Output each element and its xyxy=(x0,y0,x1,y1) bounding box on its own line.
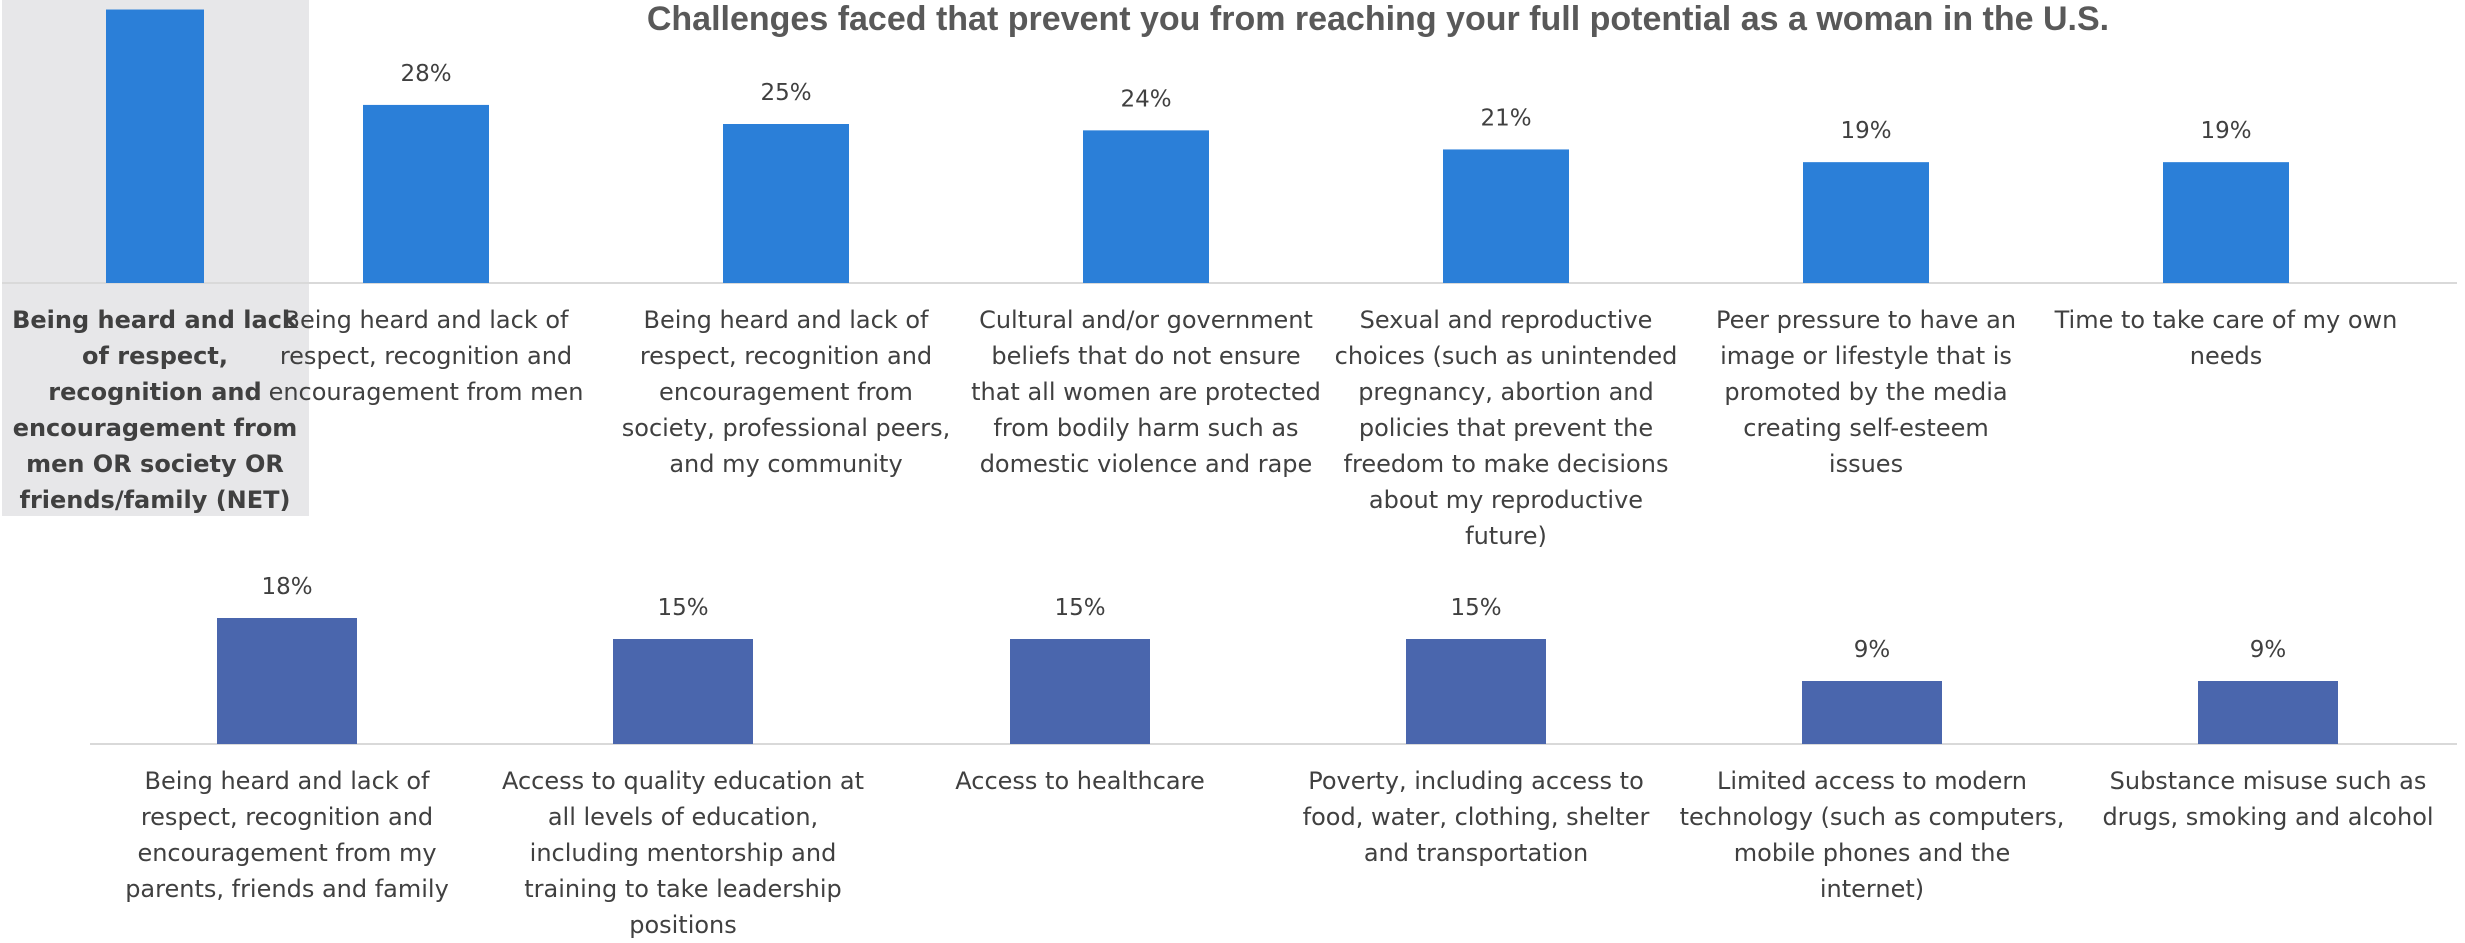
bottom-category-label-4: Poverty, including access to food, water… xyxy=(1302,767,1650,867)
bottom-category-label-1: Being heard and lack of respect, recogni… xyxy=(125,767,449,903)
top-category-label-6: Peer pressure to have an image or lifest… xyxy=(1715,306,2017,478)
bottom-bar-3 xyxy=(1010,639,1150,744)
bottom-category-label-6: Substance misuse such as drugs, smoking … xyxy=(2102,767,2434,831)
bottom-bar-value-label-2: 15% xyxy=(657,595,708,621)
bottom-chart-data-labels: 18% 15% 15% 15% 9% 9% xyxy=(261,574,2286,663)
top-chart-bars xyxy=(106,9,2289,284)
top-bar-1 xyxy=(106,9,204,284)
bottom-category-label-3: Access to healthcare xyxy=(955,767,1205,795)
top-bar-4 xyxy=(1083,130,1209,283)
top-category-label-1: Being heard and lack of respect, recogni… xyxy=(12,306,298,514)
top-bar-value-label-4: 24% xyxy=(1120,86,1171,112)
chart-title: Challenges faced that prevent you from r… xyxy=(647,0,2109,38)
top-bar-value-label-3: 25% xyxy=(760,80,811,106)
bottom-category-label-5: Limited access to modern technology (suc… xyxy=(1679,767,2065,903)
top-bar-2 xyxy=(363,104,489,283)
bottom-category-label-2: Access to quality education at all level… xyxy=(501,767,865,939)
top-bar-value-label-6: 19% xyxy=(1840,118,1891,144)
bottom-bar-value-label-3: 15% xyxy=(1054,595,1105,621)
chart-canvas: Challenges faced that prevent you from r… xyxy=(2,0,2457,745)
top-bar-value-label-7: 19% xyxy=(2200,118,2251,144)
bottom-bar-5 xyxy=(1802,681,1942,744)
bottom-bar-2 xyxy=(613,639,753,744)
top-category-label-3: Being heard and lack of respect, recogni… xyxy=(621,306,951,478)
top-category-label-7: Time to take care of my own needs xyxy=(2054,306,2398,370)
bottom-bar-value-label-5: 9% xyxy=(1854,637,1891,663)
bottom-chart-bars xyxy=(217,618,2338,744)
top-bar-value-label-5: 21% xyxy=(1480,105,1531,131)
top-category-label-2: Being heard and lack of respect, recogni… xyxy=(268,306,584,406)
top-bar-6 xyxy=(1803,162,1929,283)
top-category-label-5: Sexual and reproductive choices (such as… xyxy=(1334,306,1678,550)
bottom-bar-4 xyxy=(1406,639,1546,744)
bottom-bar-1 xyxy=(217,618,357,744)
top-bar-5 xyxy=(1443,149,1569,283)
top-bar-value-label-2: 28% xyxy=(400,61,451,87)
bottom-bar-value-label-4: 15% xyxy=(1450,595,1501,621)
top-category-label-4: Cultural and/or government beliefs that … xyxy=(971,306,1321,478)
bottom-bar-6 xyxy=(2198,681,2338,744)
top-chart-data-labels: 43%28%25%24%21%19%19% xyxy=(400,61,2251,144)
top-bar-7 xyxy=(2163,162,2289,283)
top-bar-3 xyxy=(723,124,849,283)
bottom-bar-value-label-6: 9% xyxy=(2250,637,2287,663)
bottom-bar-value-label-1: 18% xyxy=(261,574,312,600)
